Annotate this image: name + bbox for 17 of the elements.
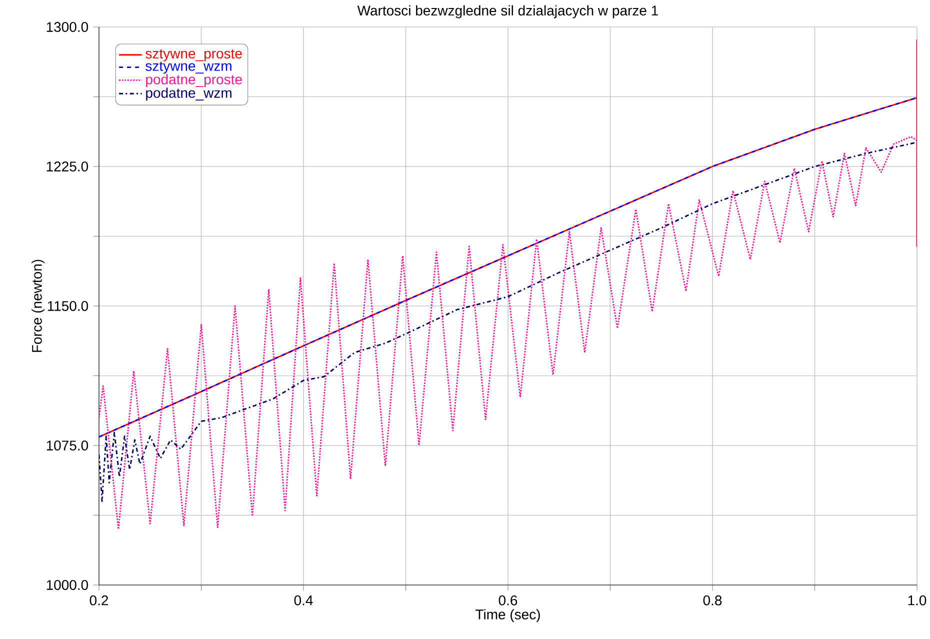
x-tick-label: 1.0 <box>908 595 926 606</box>
y-tick-label: 1000.0 <box>46 580 88 590</box>
chart-title: Wartosci bezwzgledne sil dzialajacych w parze 1 <box>357 5 658 18</box>
legend-label: sztywne_wzm <box>146 62 232 74</box>
y-axis-title: Force (newton) <box>32 260 45 352</box>
x-tick-label: 0.8 <box>703 595 722 606</box>
y-tick-label: 1150.0 <box>48 301 88 311</box>
x-tick-label: 0.2 <box>90 595 108 606</box>
legend-label: podatne_proste <box>146 74 242 88</box>
legend-label: podatne_wzm <box>146 88 232 101</box>
y-tick-label: 1075.0 <box>46 440 88 450</box>
y-tick-label: 1300.0 <box>46 22 88 32</box>
legend-label: sztywne_proste <box>146 49 242 62</box>
x-tick-label: 0.4 <box>294 595 313 606</box>
x-axis-title: Time (sec) <box>476 609 540 622</box>
x-tick-label: 0.6 <box>498 595 518 606</box>
y-tick-label: 1225.0 <box>46 162 88 172</box>
